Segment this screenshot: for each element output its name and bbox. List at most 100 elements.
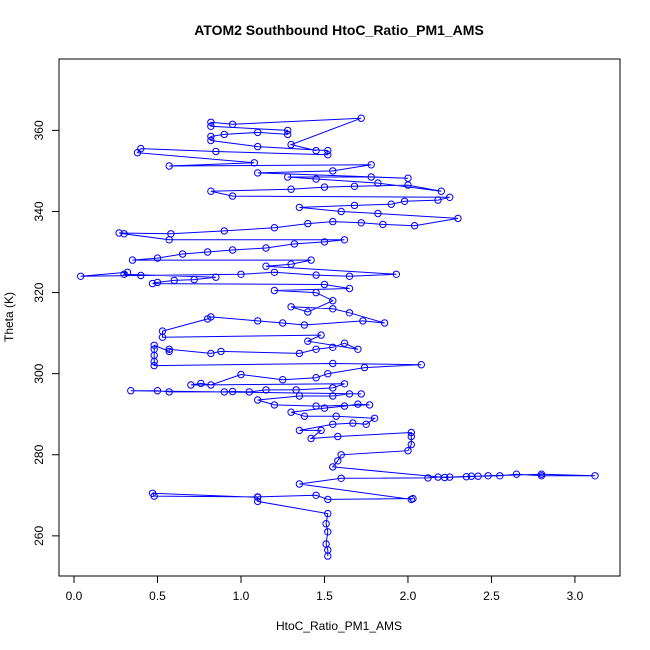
data-point (334, 457, 342, 465)
data-point (454, 214, 462, 223)
data-point (512, 470, 521, 478)
data-point (367, 161, 375, 169)
data-point (228, 192, 237, 200)
data-point (340, 402, 349, 410)
data-point (340, 380, 349, 388)
data-point (207, 122, 215, 131)
data-point (322, 540, 330, 548)
data-point (197, 379, 205, 388)
data-point (254, 497, 262, 506)
data-point (137, 271, 145, 280)
data-point (150, 492, 158, 500)
data-point (207, 187, 215, 195)
data-point (137, 144, 145, 153)
data-point (400, 197, 409, 206)
data-point (254, 169, 262, 177)
data-point (329, 297, 337, 305)
data-point (153, 278, 162, 287)
data-point (262, 262, 270, 270)
data-point (441, 473, 449, 482)
data-point (167, 230, 175, 238)
data-point (304, 337, 312, 345)
data-point (254, 128, 262, 137)
data-point (254, 317, 262, 325)
data-point (324, 528, 332, 536)
data-point (379, 220, 387, 229)
data-point (300, 321, 309, 329)
data-point (128, 256, 137, 264)
data-point (312, 491, 320, 499)
data-point (284, 173, 292, 181)
data-point (220, 130, 229, 139)
data-point (417, 361, 425, 369)
data-point (324, 495, 332, 504)
data-point (307, 434, 315, 443)
x-tick-label: 1.0 (233, 589, 250, 603)
y-tick-label: 340 (32, 201, 46, 221)
data-point (153, 387, 162, 395)
data-point (537, 470, 546, 478)
data-point (350, 182, 359, 191)
data-point (312, 288, 320, 297)
data-point (150, 341, 158, 349)
data-point (329, 343, 337, 351)
data-point (284, 130, 292, 139)
data-point (120, 230, 128, 238)
data-point (329, 359, 337, 368)
plot-frame (58, 58, 621, 577)
data-point (307, 256, 315, 264)
data-point (212, 273, 220, 281)
data-point (292, 386, 300, 394)
data-point (407, 440, 415, 449)
data-point (357, 219, 365, 227)
data-point (270, 401, 279, 409)
data-point (324, 146, 332, 155)
data-point (312, 374, 320, 382)
data-point (410, 222, 419, 230)
y-axis: 260 280 300 320 340 360 (32, 120, 60, 546)
data-point (374, 209, 382, 218)
x-tick-label: 2.0 (400, 589, 417, 603)
x-tick-label: 1.5 (316, 589, 333, 603)
data-point (312, 345, 320, 353)
data-point (317, 331, 325, 339)
data-point (187, 381, 195, 389)
data-point (220, 227, 229, 235)
x-tick-label: 0.0 (66, 589, 83, 603)
data-point (228, 387, 237, 396)
data-point (270, 268, 279, 276)
data-point (320, 238, 329, 246)
data-point (148, 279, 157, 288)
data-point (337, 207, 345, 216)
data-point (228, 120, 237, 129)
data-point (295, 426, 304, 435)
data-point (329, 384, 337, 392)
data-point (370, 414, 379, 422)
data-point (324, 509, 332, 518)
data-point (320, 404, 329, 412)
data-point (380, 319, 389, 327)
data-point (295, 203, 304, 212)
data-point (317, 426, 325, 435)
y-tick-label: 300 (32, 363, 46, 383)
data-point (360, 363, 369, 372)
data-point (207, 313, 215, 321)
data-point (329, 392, 337, 400)
series-line (80, 117, 596, 557)
data-point (329, 167, 337, 175)
data-point (254, 142, 262, 151)
data-point (345, 272, 354, 280)
data-point (165, 347, 173, 356)
data-point (212, 147, 220, 156)
data-point (207, 118, 215, 127)
data-point (304, 308, 312, 316)
data-point (270, 224, 279, 232)
data-point (484, 472, 492, 480)
data-point (312, 402, 320, 410)
data-point (340, 236, 349, 244)
y-tick-label: 360 (32, 120, 46, 140)
data-point (337, 451, 345, 459)
data-point (392, 270, 400, 278)
data-point (170, 276, 178, 285)
